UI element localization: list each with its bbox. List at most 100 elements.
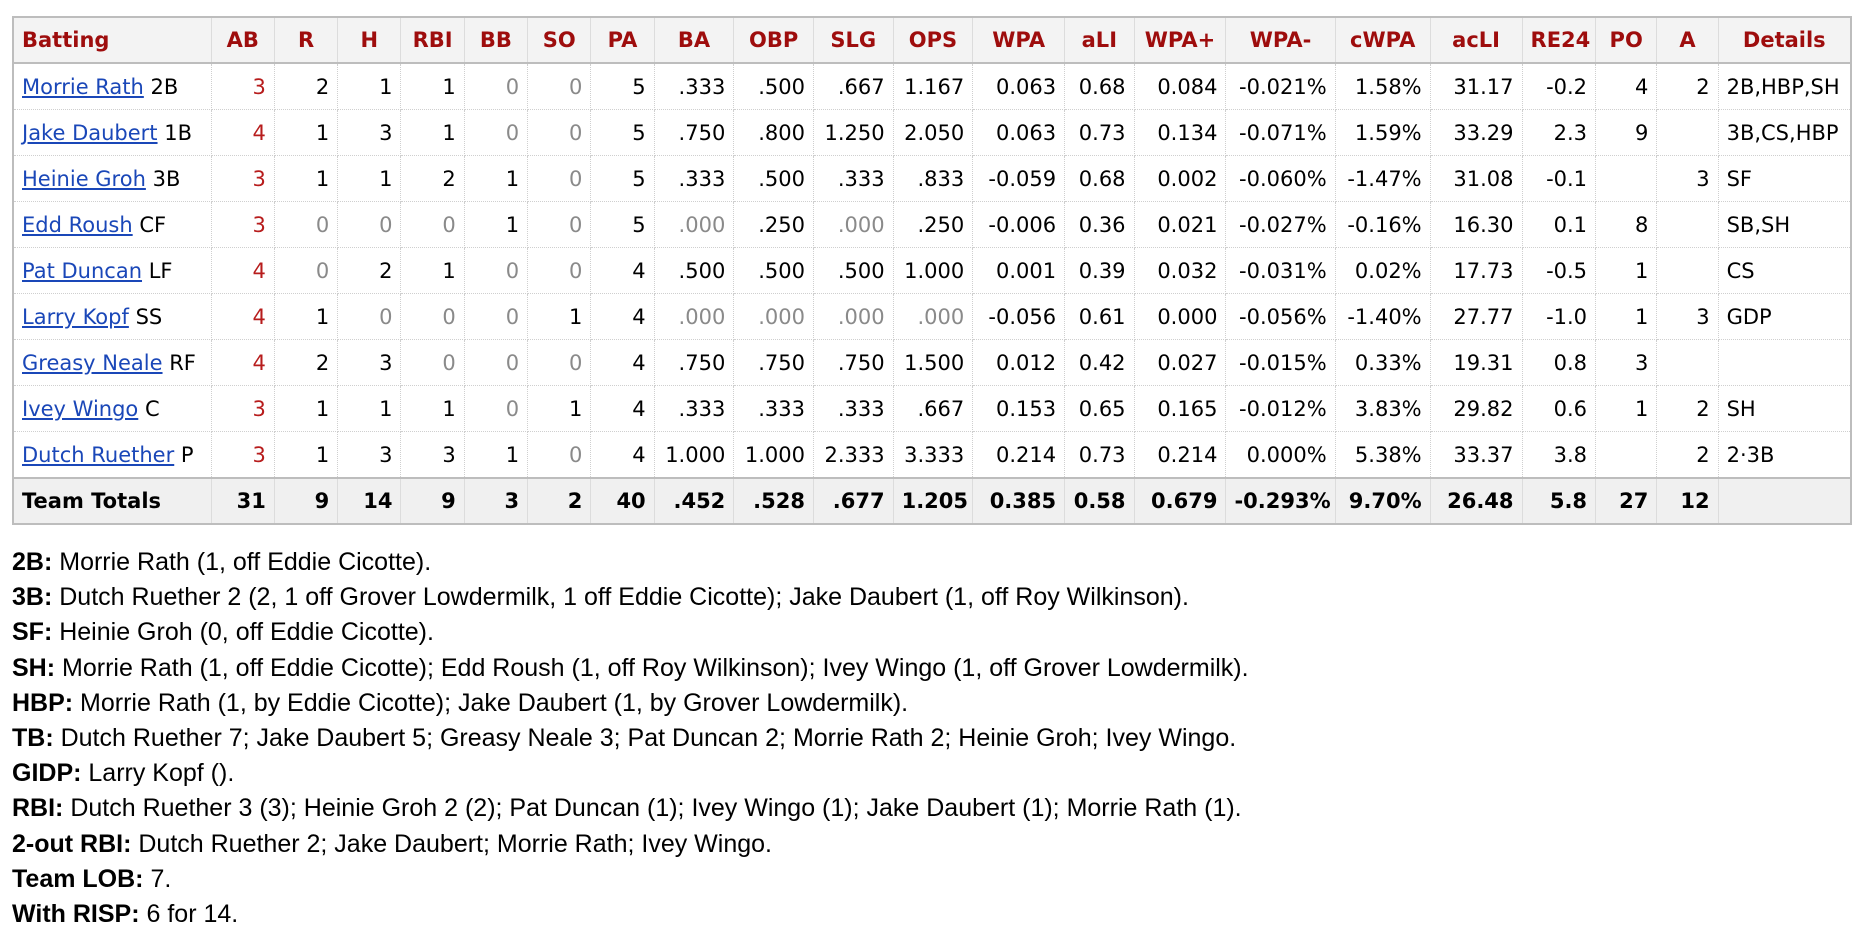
player-position: 1B (164, 120, 193, 145)
cell-h: 3 (337, 109, 402, 156)
cell-wpa-minus: -0.056% (1225, 293, 1336, 340)
cell-wpa-minus: -0.060% (1225, 155, 1336, 202)
cell-acli: 33.29 (1430, 109, 1523, 156)
cell-acli: 16.30 (1430, 201, 1523, 248)
cell-so: 0 (527, 339, 592, 386)
col-header-acli[interactable]: acLI (1430, 17, 1523, 64)
note-text: Dutch Ruether 2 (2, 1 off Grover Lowderm… (52, 583, 1189, 612)
table-row: Pat Duncan LF 4 0 2 1 0 0 4.500.500.500 1.000 0.0… (13, 247, 1852, 294)
note-label: 3B: (12, 583, 53, 612)
cell-pa: 4 (590, 385, 655, 432)
cell-obp: .500 (733, 63, 814, 110)
col-header-batting[interactable]: Batting (13, 17, 212, 64)
note-label: TB: (12, 724, 54, 753)
col-header-a[interactable]: A (1656, 17, 1719, 64)
cell-details: SB,SH (1718, 201, 1852, 248)
col-header-wpa-plus[interactable]: WPA+ (1134, 17, 1227, 64)
player-cell: Larry Kopf SS (13, 293, 212, 340)
player-link[interactable]: Pat Duncan (22, 258, 143, 283)
player-link[interactable]: Jake Daubert (22, 120, 158, 145)
cell-bb: 1 (464, 431, 529, 479)
col-header-ab[interactable]: AB (211, 17, 275, 64)
cell-wpa-minus: -0.071% (1225, 109, 1336, 156)
col-header-rbi[interactable]: RBI (400, 17, 465, 64)
player-cell: Pat Duncan LF (13, 247, 212, 294)
cell-wpa-minus: -0.031% (1225, 247, 1336, 294)
cell-a: 2 (1656, 385, 1719, 432)
col-header-so[interactable]: SO (527, 17, 592, 64)
note-line: RBI: Dutch Ruether 3 (3); Heinie Groh 2 … (12, 791, 1249, 826)
note-text: Dutch Ruether 7; Jake Daubert 5; Greasy … (53, 724, 1237, 753)
cell-wpa-plus: 0.021 (1134, 201, 1227, 248)
cell-po: 1 (1595, 247, 1658, 294)
cell-a (1656, 109, 1719, 156)
col-header-wpa[interactable]: WPA (972, 17, 1066, 64)
cell-wpa: -0.059 (972, 155, 1066, 202)
cell-re24: 0.1 (1522, 201, 1597, 248)
player-link[interactable]: Dutch Ruether (22, 442, 175, 467)
player-link[interactable]: Greasy Neale (22, 350, 163, 375)
totals-wpa: 0.385 (972, 477, 1066, 524)
cell-po (1595, 155, 1658, 202)
cell-obp: .500 (733, 247, 814, 294)
player-link[interactable]: Edd Roush (22, 212, 133, 237)
cell-r: 1 (274, 385, 339, 432)
cell-details: SH (1718, 385, 1852, 432)
cell-ab: 3 (211, 155, 275, 202)
cell-obp: 1.000 (733, 431, 814, 479)
cell-slg: .667 (813, 63, 894, 110)
col-header-details[interactable]: Details (1718, 17, 1852, 64)
note-line: Team LOB: 7. (12, 862, 1249, 897)
col-header-ops[interactable]: OPS (893, 17, 974, 64)
col-header-obp[interactable]: OBP (733, 17, 814, 64)
cell-details: GDP (1718, 293, 1852, 340)
cell-ops: 1.500 (893, 339, 974, 386)
player-link[interactable]: Heinie Groh (22, 166, 146, 191)
col-header-wpa-minus[interactable]: WPA- (1225, 17, 1336, 64)
cell-wpa: -0.056 (972, 293, 1066, 340)
player-link[interactable]: Morrie Rath (22, 74, 144, 99)
cell-ab: 3 (211, 201, 275, 248)
col-header-bb[interactable]: BB (464, 17, 529, 64)
cell-ab: 4 (211, 109, 275, 156)
col-header-pa[interactable]: PA (590, 17, 655, 64)
col-header-r[interactable]: R (274, 17, 339, 64)
cell-slg: .333 (813, 155, 894, 202)
col-header-ali[interactable]: aLI (1064, 17, 1135, 64)
col-header-h[interactable]: H (337, 17, 402, 64)
totals-obp: .528 (733, 477, 814, 524)
player-link[interactable]: Larry Kopf (22, 304, 129, 329)
cell-h: 2 (337, 247, 402, 294)
cell-acli: 29.82 (1430, 385, 1523, 432)
cell-rbi: 1 (400, 63, 465, 110)
col-header-slg[interactable]: SLG (813, 17, 894, 64)
table-row: Jake Daubert 1B 4 1 3 1 0 0 5.750.800 1.250 2.050… (13, 109, 1852, 156)
note-line: GIDP: Larry Kopf (). (12, 756, 1249, 791)
cell-re24: 0.8 (1522, 339, 1597, 386)
totals-cwpa: 9.70% (1335, 477, 1431, 524)
totals-slg: .677 (813, 477, 894, 524)
cell-ali: 0.42 (1064, 339, 1135, 386)
cell-bb: 0 (464, 385, 529, 432)
cell-a: 3 (1656, 293, 1719, 340)
cell-h: 0 (337, 293, 402, 340)
col-header-cwpa[interactable]: cWPA (1335, 17, 1431, 64)
col-header-re24[interactable]: RE24 (1522, 17, 1597, 64)
player-link[interactable]: Ivey Wingo (22, 396, 139, 421)
col-header-po[interactable]: PO (1595, 17, 1658, 64)
cell-r: 2 (274, 63, 339, 110)
col-header-ba[interactable]: BA (654, 17, 735, 64)
cell-bb: 0 (464, 247, 529, 294)
totals-ali: 0.58 (1064, 477, 1135, 524)
cell-ab: 4 (211, 293, 275, 340)
totals-pa: 40 (590, 477, 655, 524)
cell-ali: 0.68 (1064, 155, 1135, 202)
cell-obp: .000 (733, 293, 814, 340)
note-label: With RISP: (12, 900, 140, 929)
cell-slg: .000 (813, 201, 894, 248)
cell-wpa-plus: 0.032 (1134, 247, 1227, 294)
totals-wpa-plus: 0.679 (1134, 477, 1227, 524)
cell-slg: .000 (813, 293, 894, 340)
cell-pa: 5 (590, 201, 655, 248)
cell-pa: 4 (590, 431, 655, 479)
